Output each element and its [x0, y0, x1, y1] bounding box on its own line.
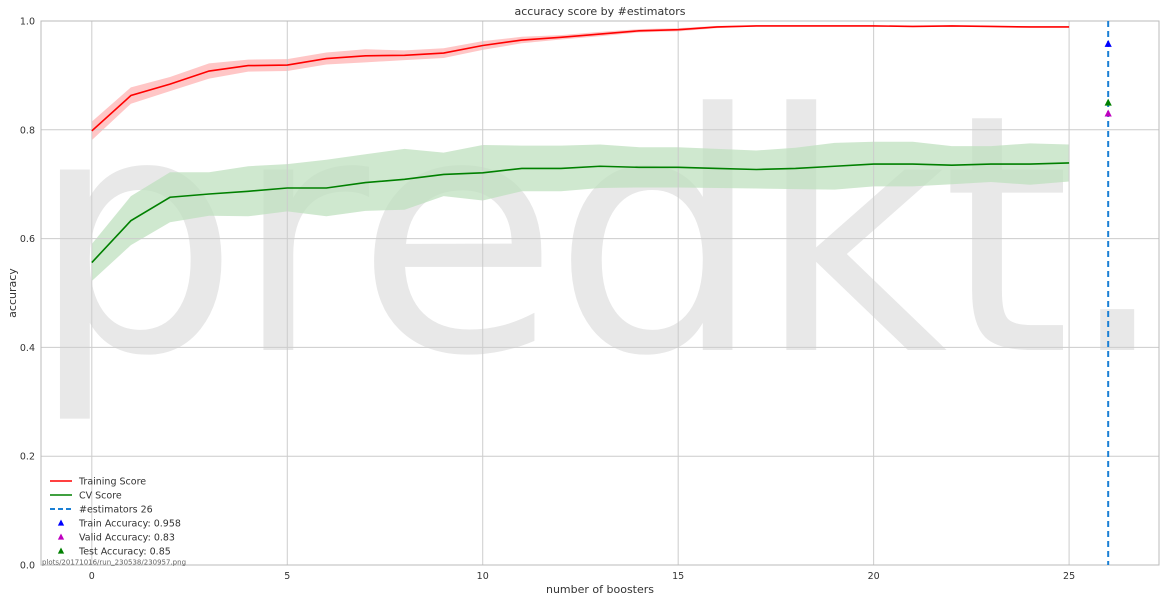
- series-lines: [91, 25, 1070, 264]
- train-accuracy-marker: [1104, 39, 1112, 47]
- x-tick-labels: 0 5 10 15 20 25: [89, 571, 1075, 582]
- x-tick-label: 25: [1063, 571, 1075, 582]
- y-tick-label: 1.0: [20, 17, 35, 28]
- legend-test-accuracy: Test Accuracy: 0.85: [57, 547, 171, 558]
- x-axis-label: number of boosters: [546, 583, 654, 596]
- x-tick-label: 5: [284, 571, 290, 582]
- legend-swatch: [57, 519, 65, 526]
- legend-label: Valid Accuracy: 0.83: [79, 533, 175, 544]
- legend-swatch: [57, 547, 65, 554]
- confidence-bands: [91, 25, 1070, 282]
- x-tick-label: 0: [89, 571, 95, 582]
- legend-label: Train Accuracy: 0.958: [78, 519, 181, 530]
- y-axis-label: accuracy: [6, 268, 19, 318]
- legend-label: CV Score: [79, 491, 122, 502]
- y-tick-labels: 0.0 0.2 0.4 0.6 0.8 1.0: [20, 17, 35, 572]
- y-tick-label: 0.2: [20, 452, 35, 463]
- legend-estimators: #estimators 26: [50, 505, 153, 516]
- band-training: [91, 25, 1070, 141]
- legend-label: Test Accuracy: 0.85: [78, 547, 171, 558]
- legend-cv-score: CV Score: [50, 491, 122, 502]
- legend-training-score: Training Score: [50, 477, 146, 488]
- y-tick-label: 0.0: [20, 561, 35, 572]
- test-accuracy-marker: [1104, 98, 1112, 106]
- valid-accuracy-marker: [1104, 109, 1112, 117]
- x-tick-label: 15: [672, 571, 684, 582]
- x-tick-label: 10: [477, 571, 489, 582]
- y-tick-label: 0.4: [20, 343, 35, 354]
- y-tick-label: 0.6: [20, 234, 35, 245]
- band-cv: [91, 141, 1070, 282]
- legend-label: Training Score: [78, 477, 146, 488]
- accuracy-markers: [1104, 39, 1112, 117]
- y-tick-label: 0.8: [20, 125, 35, 136]
- legend-train-accuracy: Train Accuracy: 0.958: [57, 519, 181, 530]
- legend-label: #estimators 26: [79, 505, 153, 516]
- plot-frame: [40, 20, 1160, 566]
- x-tick-label: 20: [868, 571, 880, 582]
- legend-swatch: [57, 533, 65, 540]
- line-cv-score: [91, 162, 1070, 264]
- legend: Training Score CV Score #estimators 26 Trai…: [50, 477, 181, 558]
- footer-path: plots/20171016/run_230538/230957.png: [42, 559, 186, 567]
- watermark: predkt.io: [30, 44, 1165, 428]
- legend-valid-accuracy: Valid Accuracy: 0.83: [57, 533, 175, 544]
- chart-title: accuracy score by #estimators: [514, 5, 685, 18]
- grid-lines: [40, 20, 1160, 566]
- line-training-score: [91, 25, 1070, 132]
